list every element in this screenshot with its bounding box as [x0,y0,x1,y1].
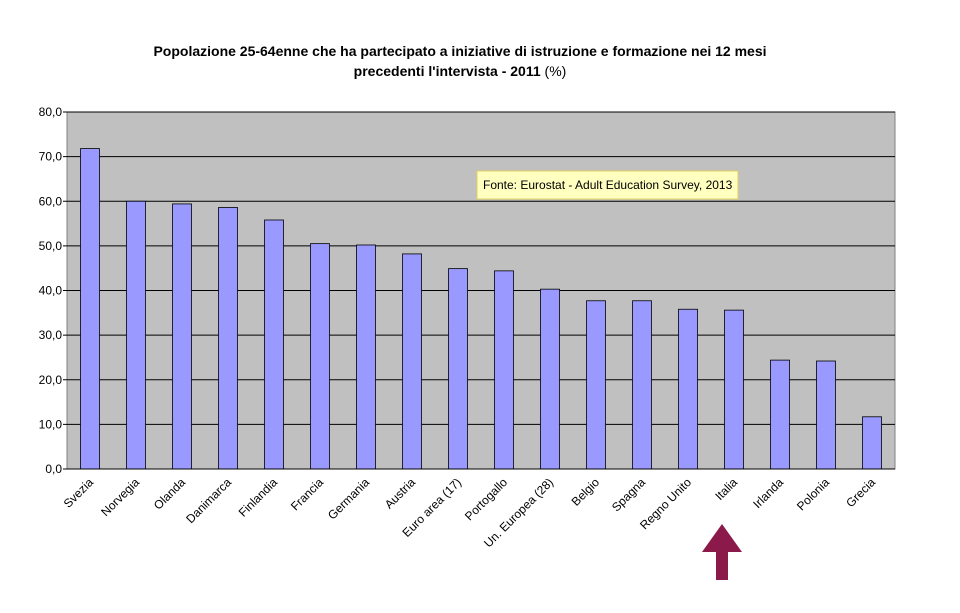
annotation-box [476,170,739,200]
x-tick-label: Polonia [794,475,832,513]
x-tick-label: Germania [325,475,372,522]
y-tick-label: 0,0 [45,462,62,476]
x-tick-label: Austria [382,475,419,512]
x-tick-label: Norvegia [98,475,142,519]
bar [586,300,606,470]
bar [264,219,284,470]
bar [80,148,100,470]
chart-title: Popolazione 25-64enne che ha partecipato… [153,43,766,59]
y-tick-label: 20,0 [39,373,63,387]
title-unit: (%) [545,63,567,79]
x-tick-label: Danimarca [183,475,234,526]
bar [126,200,146,470]
y-tick-label: 70,0 [39,150,63,164]
x-tick-label: Svezia [61,475,97,511]
chart-title-line: precedenti l'intervista - 2011 [354,63,541,79]
bar [678,308,698,470]
bar [172,203,192,470]
bar [862,416,882,470]
x-tick-label: Spagna [609,475,648,514]
annotation: Fonte: Eurostat - Adult Education Survey… [483,178,733,192]
x-tick-label: Olanda [151,475,188,512]
plot: 0,0 10,0 20,0 30,0 40,0 50,0 60,0 70,0 80,0 Svezi… [39,105,896,550]
bar [494,270,514,470]
y-tick-label: 30,0 [39,328,63,342]
x-tick-label: Portogallo [462,475,510,523]
x-tick-label: Finlandia [236,475,281,520]
bar [402,253,422,470]
chart-title: precedenti l'intervista - 2011 (%) [354,63,567,79]
bar [724,309,744,470]
x-tick-label: Belgio [569,475,603,509]
bar [356,244,376,470]
y-tick-label: 10,0 [39,417,63,431]
y-tick-label: 40,0 [39,284,63,298]
y-tick-label: 50,0 [39,239,63,253]
x-tick-label: Italia [712,475,740,503]
bar [310,243,330,470]
bar [448,268,468,470]
bar [816,360,836,470]
arrow [702,524,742,580]
x-tick-label: Grecia [843,475,878,510]
bar [632,300,652,470]
y-tick-label: 80,0 [39,105,63,119]
x-tick-label: Francia [288,475,326,513]
bar [218,207,238,470]
x-tick-label: Irlanda [750,475,786,511]
bar [540,288,560,470]
bar [770,359,790,470]
y-tick-label: 60,0 [39,194,63,208]
